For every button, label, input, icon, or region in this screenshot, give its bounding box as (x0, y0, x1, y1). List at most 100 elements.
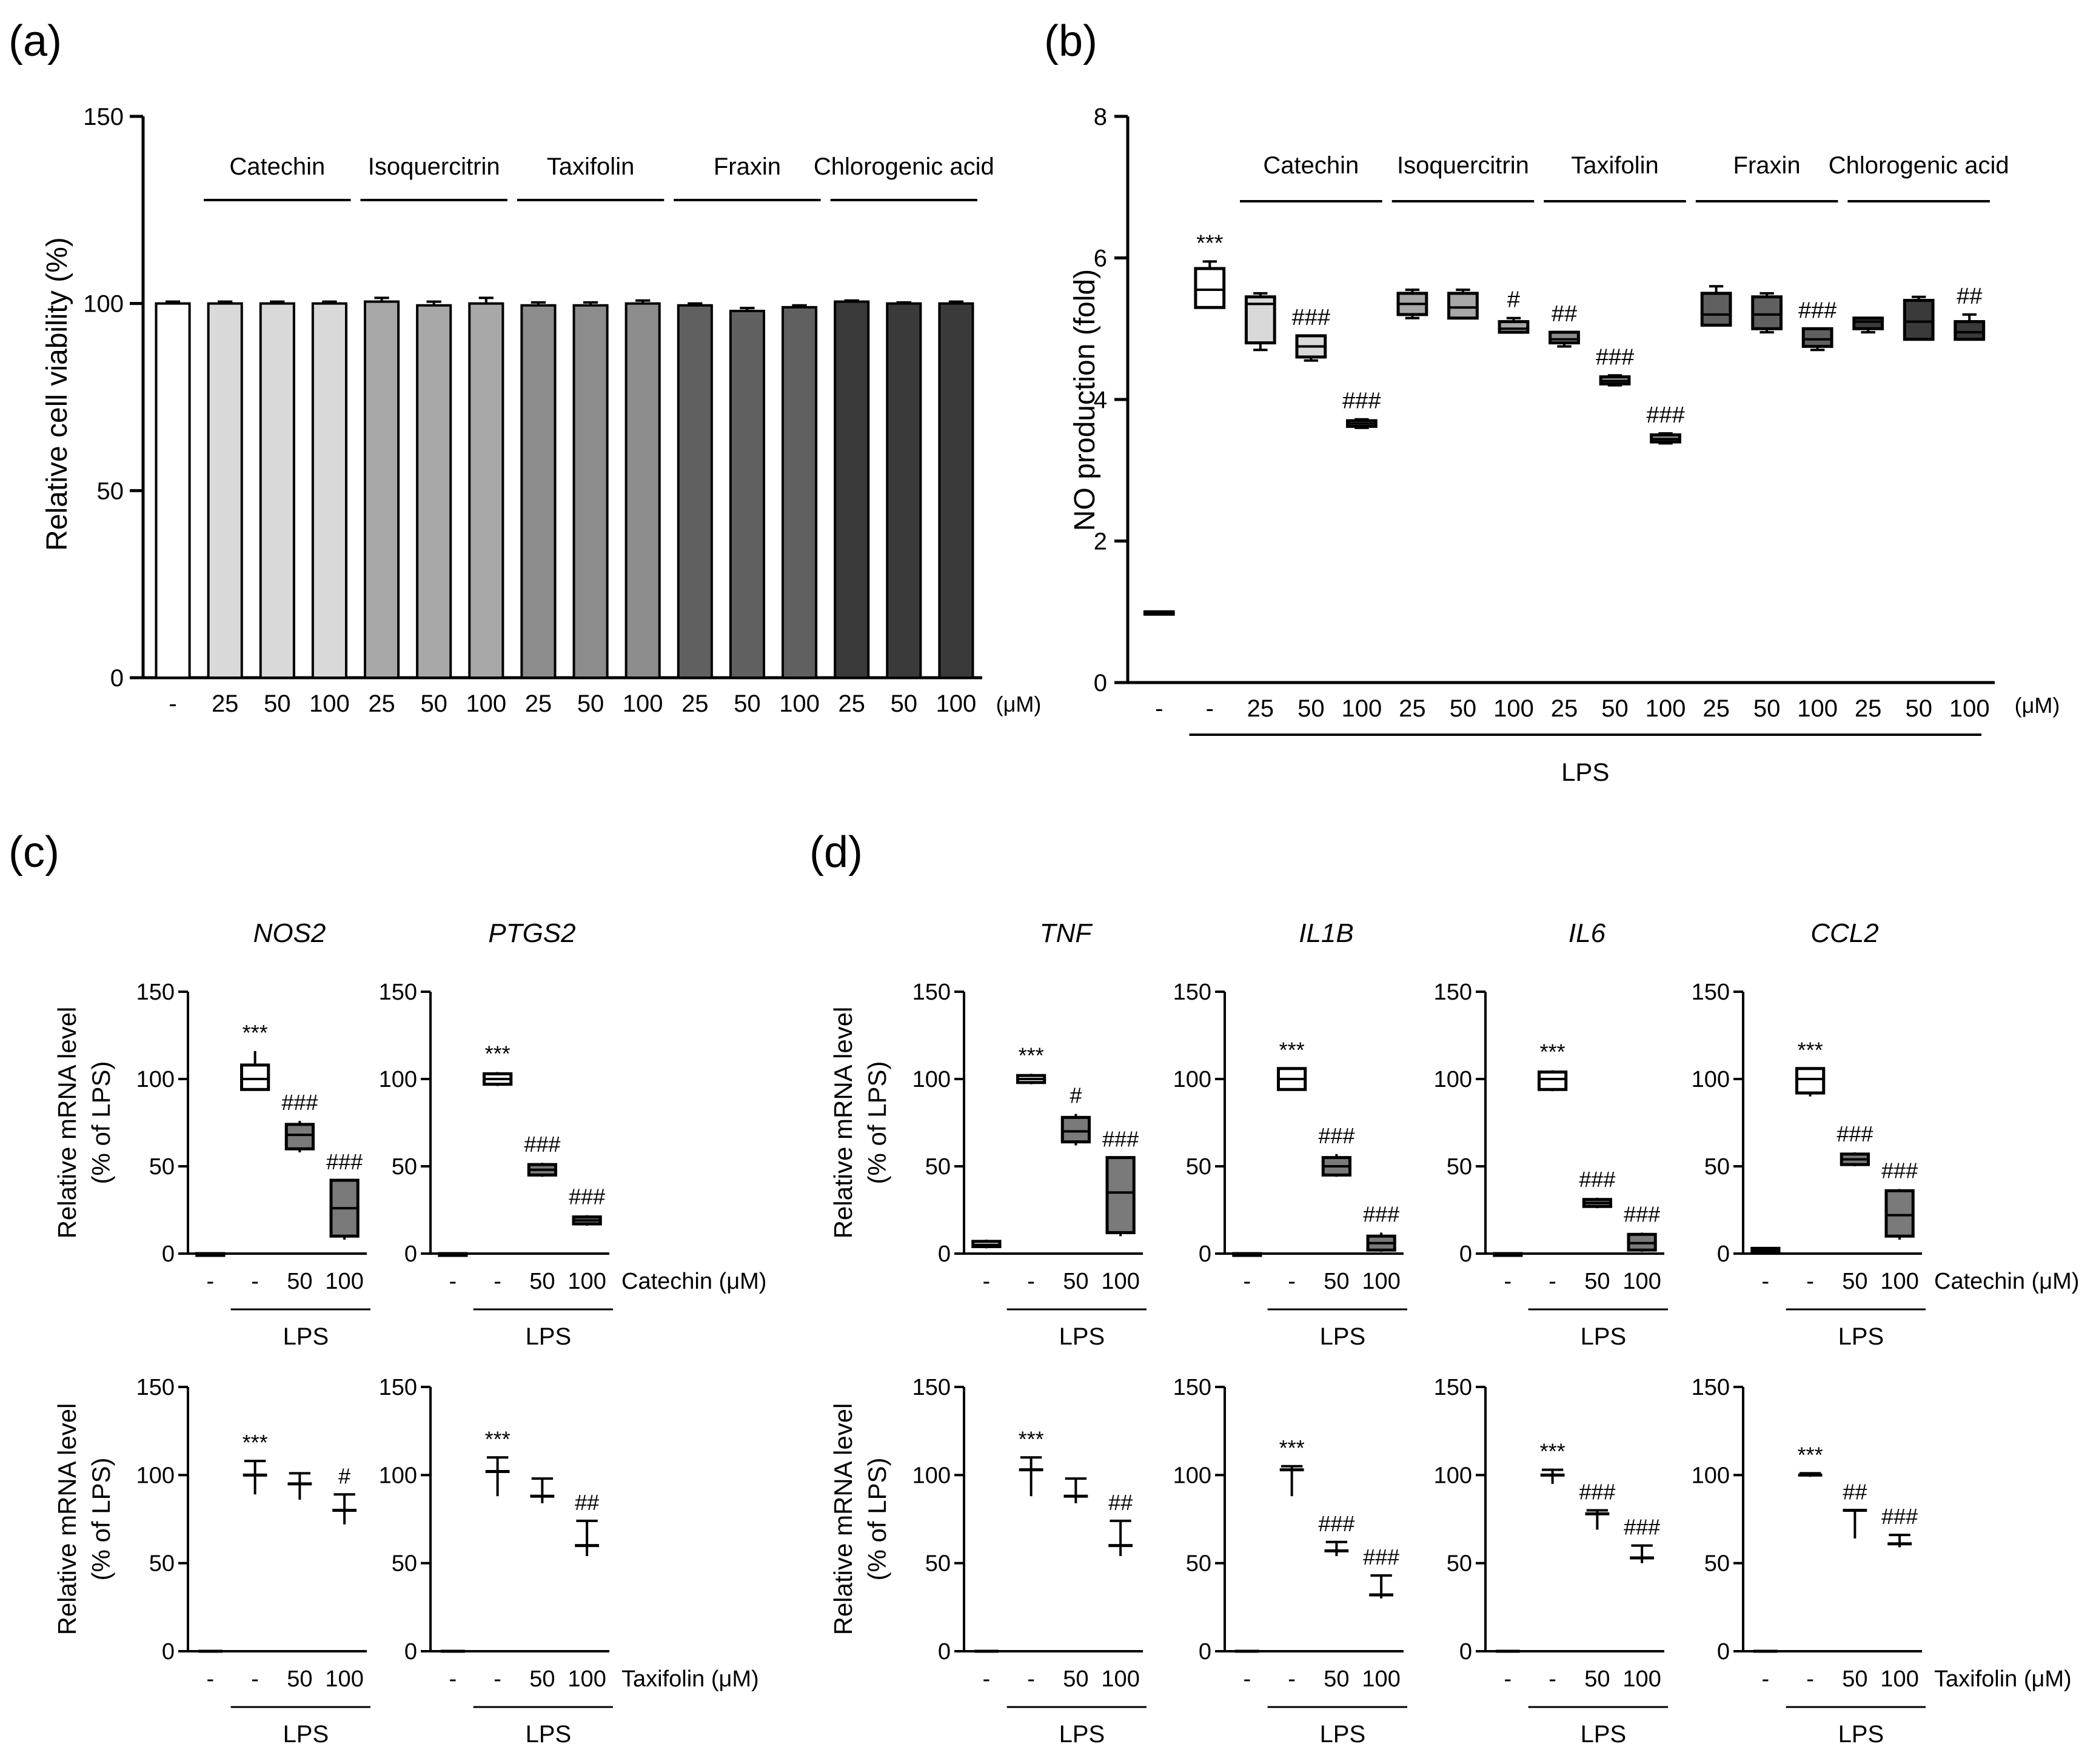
y-tick-label: 50 (149, 1551, 175, 1577)
significance-marker: ### (1837, 1121, 1873, 1146)
y-tick-label: 100 (379, 1463, 417, 1488)
significance-marker: ### (281, 1090, 318, 1115)
x-tick-label: 100 (1362, 1666, 1400, 1692)
box (1884, 1189, 1915, 1238)
y-axis-label: (% of LPS) (863, 1457, 891, 1580)
x-tick-label: - (251, 1666, 259, 1692)
significance-marker: *** (1279, 1038, 1305, 1063)
y-axis-label: Relative mRNA level (829, 1403, 857, 1635)
x-tick-label: 25 (368, 690, 395, 717)
y-tick-label: 50 (1447, 1154, 1472, 1180)
x-tick-label: - (1762, 1269, 1770, 1294)
bar (468, 302, 504, 679)
significance-marker: *** (485, 1426, 511, 1451)
significance-marker: ### (1318, 1511, 1354, 1536)
significance-marker: *** (485, 1041, 511, 1066)
y-tick-label: 100 (1173, 1463, 1211, 1488)
significance-marker: ### (1646, 403, 1684, 428)
box (1105, 1156, 1136, 1234)
x-tick-label: 100 (1880, 1269, 1918, 1294)
gene-title: CCL2 (1810, 918, 1879, 948)
significance-marker: *** (243, 1430, 268, 1455)
x-tick-label: 25 (1247, 695, 1274, 722)
x-tick-label: 50 (1842, 1666, 1867, 1692)
y-axis-label: (% of LPS) (863, 1061, 891, 1184)
x-tick-label: - (983, 1269, 991, 1294)
x-tick-label: 50 (1601, 695, 1629, 722)
x-tick-label: 50 (1063, 1666, 1088, 1692)
y-tick-label: 150 (1173, 1375, 1211, 1400)
lps-label: LPS (1561, 758, 1609, 786)
significance-marker: ## (1843, 1479, 1867, 1504)
x-tick-label: - (169, 690, 176, 717)
bar (155, 302, 191, 679)
x-tick-label: 25 (1551, 695, 1578, 722)
x-tick-label: - (449, 1666, 457, 1692)
bar (520, 304, 557, 679)
y-tick-label: 100 (1692, 1463, 1730, 1488)
x-tick-label: 50 (1753, 695, 1781, 722)
x-tick-label: - (983, 1666, 991, 1692)
significance-marker: ### (1579, 1479, 1615, 1504)
x-tick-label: 25 (1703, 695, 1730, 722)
group-label: Catechin (1263, 152, 1359, 179)
x-tick-label: 50 (734, 690, 761, 717)
box (1060, 1115, 1091, 1144)
y-axis-label: NO production (fold) (1069, 269, 1101, 531)
box (240, 1063, 270, 1091)
lps-label: LPS (1581, 1721, 1627, 1748)
lps-label: LPS (283, 1721, 329, 1748)
x-tick-label: 50 (420, 690, 447, 717)
x-tick-label: - (1027, 1666, 1035, 1692)
significance-marker: ### (1292, 305, 1330, 330)
y-tick-label: 150 (1173, 980, 1211, 1005)
bar (624, 302, 661, 679)
gene-title: IL6 (1569, 918, 1606, 948)
x-tick-label: 25 (681, 690, 709, 717)
group-label: Fraxin (1733, 152, 1801, 179)
y-tick-label: 50 (392, 1154, 417, 1180)
x-tick-label: - (1806, 1269, 1814, 1294)
x-tick-label: - (1155, 695, 1163, 722)
significance-marker: ### (1363, 1545, 1399, 1569)
compound-unit-label: Taxifolin (μM) (1934, 1666, 2072, 1692)
y-axis-label: (% of LPS) (87, 1457, 115, 1580)
y-tick-label: 50 (925, 1551, 951, 1577)
lps-label: LPS (1320, 1323, 1366, 1350)
x-tick-label: 100 (1101, 1666, 1139, 1692)
x-tick-label: 50 (1905, 695, 1932, 722)
compound-unit-label: Catechin (μM) (621, 1269, 766, 1294)
lps-label: LPS (283, 1323, 329, 1350)
y-tick-label: 150 (912, 980, 951, 1005)
x-tick-label: 100 (1342, 695, 1382, 722)
y-tick-label: 150 (1434, 1375, 1472, 1400)
x-tick-label: 100 (1949, 695, 1990, 722)
panel-label-b: (b) (1044, 17, 1097, 65)
x-tick-label: - (449, 1269, 457, 1294)
x-tick-label: 50 (1324, 1666, 1349, 1692)
y-tick-label: 50 (97, 478, 124, 504)
significance-marker: ### (1798, 298, 1837, 323)
compound-unit-label: Catechin (μM) (1934, 1269, 2079, 1294)
y-tick-label: 50 (1704, 1154, 1730, 1180)
y-tick-label: 0 (404, 1639, 417, 1665)
bar (364, 300, 400, 679)
significance-marker: *** (1019, 1043, 1044, 1067)
x-tick-label: - (1288, 1666, 1296, 1692)
y-tick-label: 150 (379, 1375, 417, 1400)
significance-marker: # (1507, 287, 1520, 313)
significance-marker: ### (569, 1184, 605, 1209)
group-label: Chlorogenic acid (1829, 152, 2009, 179)
x-tick-label: 50 (529, 1666, 555, 1692)
significance-marker: *** (1279, 1435, 1305, 1460)
significance-marker: # (338, 1463, 350, 1488)
x-tick-label: - (1806, 1666, 1814, 1692)
x-tick-label: 50 (1842, 1269, 1867, 1294)
box (1903, 299, 1935, 341)
x-tick-label: 100 (325, 1666, 363, 1692)
y-tick-label: 100 (136, 1463, 175, 1488)
x-tick-label: 100 (1362, 1269, 1400, 1294)
significance-marker: *** (1540, 1040, 1565, 1064)
bar (572, 304, 609, 679)
compound-unit-label: Taxifolin (μM) (621, 1666, 759, 1692)
